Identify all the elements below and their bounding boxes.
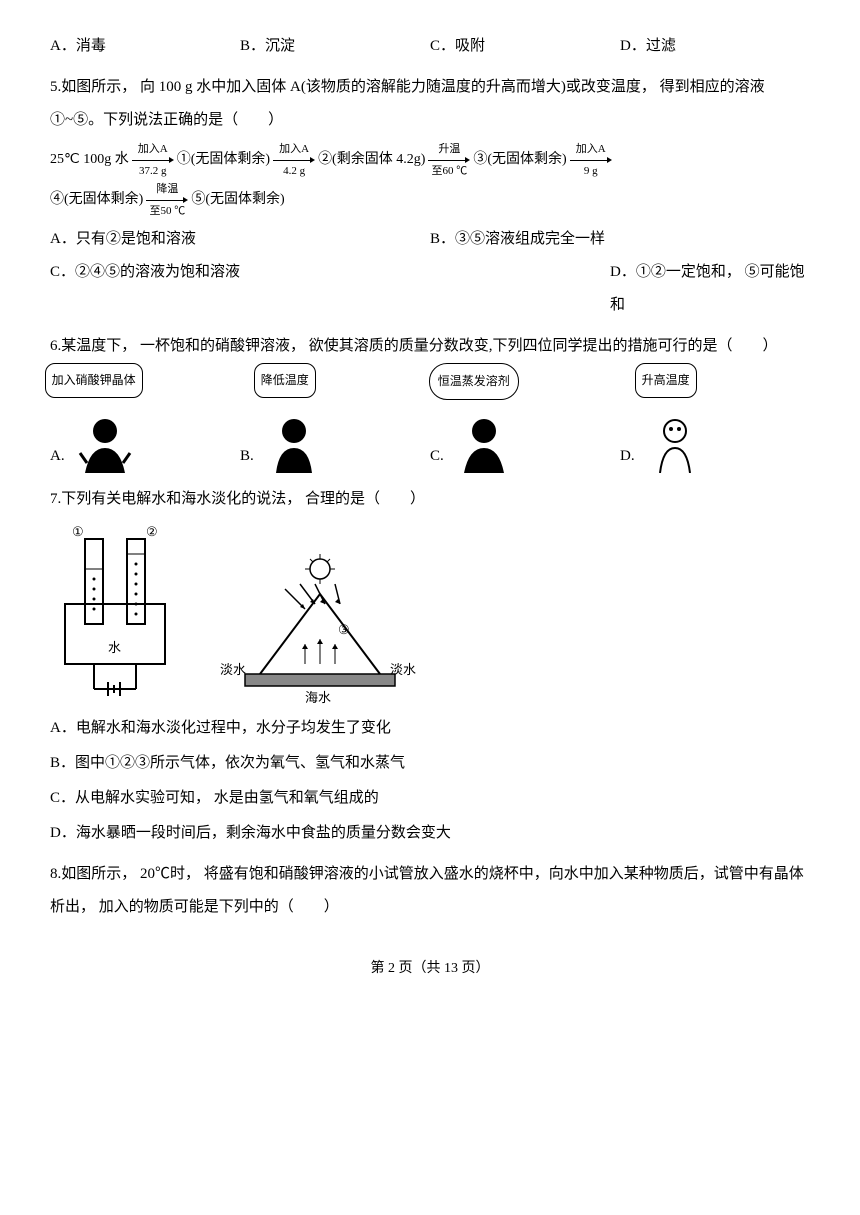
- q5-state4: ④(无固体剩余): [50, 185, 143, 216]
- q5-state3: ③(无固体剩余): [473, 145, 566, 176]
- q5-start: 25℃ 100g 水: [50, 145, 129, 176]
- arrow-icon: 降温 至50 ℃: [146, 183, 188, 217]
- q8-stem: 8.如图所示， 20℃时， 将盛有饱和硝酸钾溶液的小试管放入盛水的烧杯中，向水中…: [50, 858, 810, 924]
- q4-opt-c[interactable]: C．吸附: [430, 30, 620, 63]
- arrow-icon: 加入A 9 g: [570, 143, 612, 177]
- q5-flow-2: ④(无固体剩余) 降温 至50 ℃ ⑤(无固体剩余): [50, 183, 810, 217]
- page-footer: 第 2 页（共 13 页）: [50, 954, 810, 985]
- svg-text:水: 水: [108, 640, 121, 655]
- person-icon: [454, 413, 514, 473]
- q5-state1: ①(无固体剩余): [177, 145, 270, 176]
- q4-opt-a[interactable]: A．消毒: [50, 30, 240, 63]
- q7-opt-d[interactable]: D．海水暴晒一段时间后，剩余海水中食盐的质量分数会变大: [50, 817, 810, 850]
- person-icon: [645, 413, 705, 473]
- q5-state2: ②(剩余固体 4.2g): [318, 145, 425, 176]
- q6-opt-d[interactable]: D. 升高温度: [620, 373, 810, 473]
- speech-bubble-b: 降低温度: [254, 363, 316, 397]
- q6-figures: A. 加入硝酸钾晶体 B. 降低温度 C. 恒温蒸发溶剂: [50, 373, 810, 473]
- person-icon: [75, 413, 135, 473]
- desalination-diagram: ③ 淡水 淡水 海水: [210, 554, 430, 704]
- svg-text:①: ①: [72, 524, 84, 539]
- q7-figures: ① ② 水 ③ 淡水 淡水 海水: [50, 524, 810, 704]
- q5-opt-a[interactable]: A．只有②是饱和溶液: [50, 223, 430, 256]
- q4-options: A．消毒 B．沉淀 C．吸附 D．过滤: [50, 30, 810, 63]
- speech-bubble-c: 恒温蒸发溶剂: [429, 363, 519, 399]
- person-icon: [264, 413, 324, 473]
- svg-text:③: ③: [338, 622, 350, 637]
- arrow-icon: 升温 至60 ℃: [428, 143, 470, 177]
- q4-opt-d[interactable]: D．过滤: [620, 30, 810, 63]
- q4-opt-b[interactable]: B．沉淀: [240, 30, 430, 63]
- svg-text:淡水: 淡水: [390, 662, 416, 677]
- q5-opt-d[interactable]: D．①②一定饱和， ⑤可能饱和: [430, 256, 810, 322]
- electrolysis-diagram: ① ② 水: [50, 524, 180, 704]
- q7-opt-b[interactable]: B．图中①②③所示气体，依次为氧气、氢气和水蒸气: [50, 747, 810, 780]
- arrow-icon: 加入A 37.2 g: [132, 143, 174, 177]
- arrow-icon: 加入A 4.2 g: [273, 143, 315, 177]
- q5-flow-1: 25℃ 100g 水 加入A 37.2 g ①(无固体剩余) 加入A 4.2 g…: [50, 143, 810, 177]
- q5-state5: ⑤(无固体剩余): [191, 185, 284, 216]
- q5-opt-c[interactable]: C．②④⑤的溶液为饱和溶液: [50, 256, 430, 322]
- svg-text:淡水: 淡水: [220, 662, 246, 677]
- q5-opt-b[interactable]: B．③⑤溶液组成完全一样: [430, 223, 810, 256]
- q7-opt-a[interactable]: A．电解水和海水淡化过程中，水分子均发生了变化: [50, 712, 810, 745]
- svg-text:②: ②: [146, 524, 158, 539]
- q5-options: A．只有②是饱和溶液 B．③⑤溶液组成完全一样 C．②④⑤的溶液为饱和溶液 D．…: [50, 223, 810, 322]
- q7-opt-c[interactable]: C．从电解水实验可知， 水是由氢气和氧气组成的: [50, 782, 810, 815]
- speech-bubble-a: 加入硝酸钾晶体: [45, 363, 143, 397]
- speech-bubble-d: 升高温度: [635, 363, 697, 397]
- q5-stem: 5.如图所示， 向 100 g 水中加入固体 A(该物质的溶解能力随温度的升高而…: [50, 71, 810, 137]
- q6-opt-c[interactable]: C. 恒温蒸发溶剂: [430, 373, 620, 473]
- q6-opt-a[interactable]: A. 加入硝酸钾晶体: [50, 373, 240, 473]
- svg-text:海水: 海水: [305, 690, 331, 704]
- q7-stem: 7.下列有关电解水和海水淡化的说法， 合理的是（ ）: [50, 483, 810, 516]
- q6-stem: 6.某温度下， 一杯饱和的硝酸钾溶液， 欲使其溶质的质量分数改变,下列四位同学提…: [50, 330, 810, 363]
- q6-opt-b[interactable]: B. 降低温度: [240, 373, 430, 473]
